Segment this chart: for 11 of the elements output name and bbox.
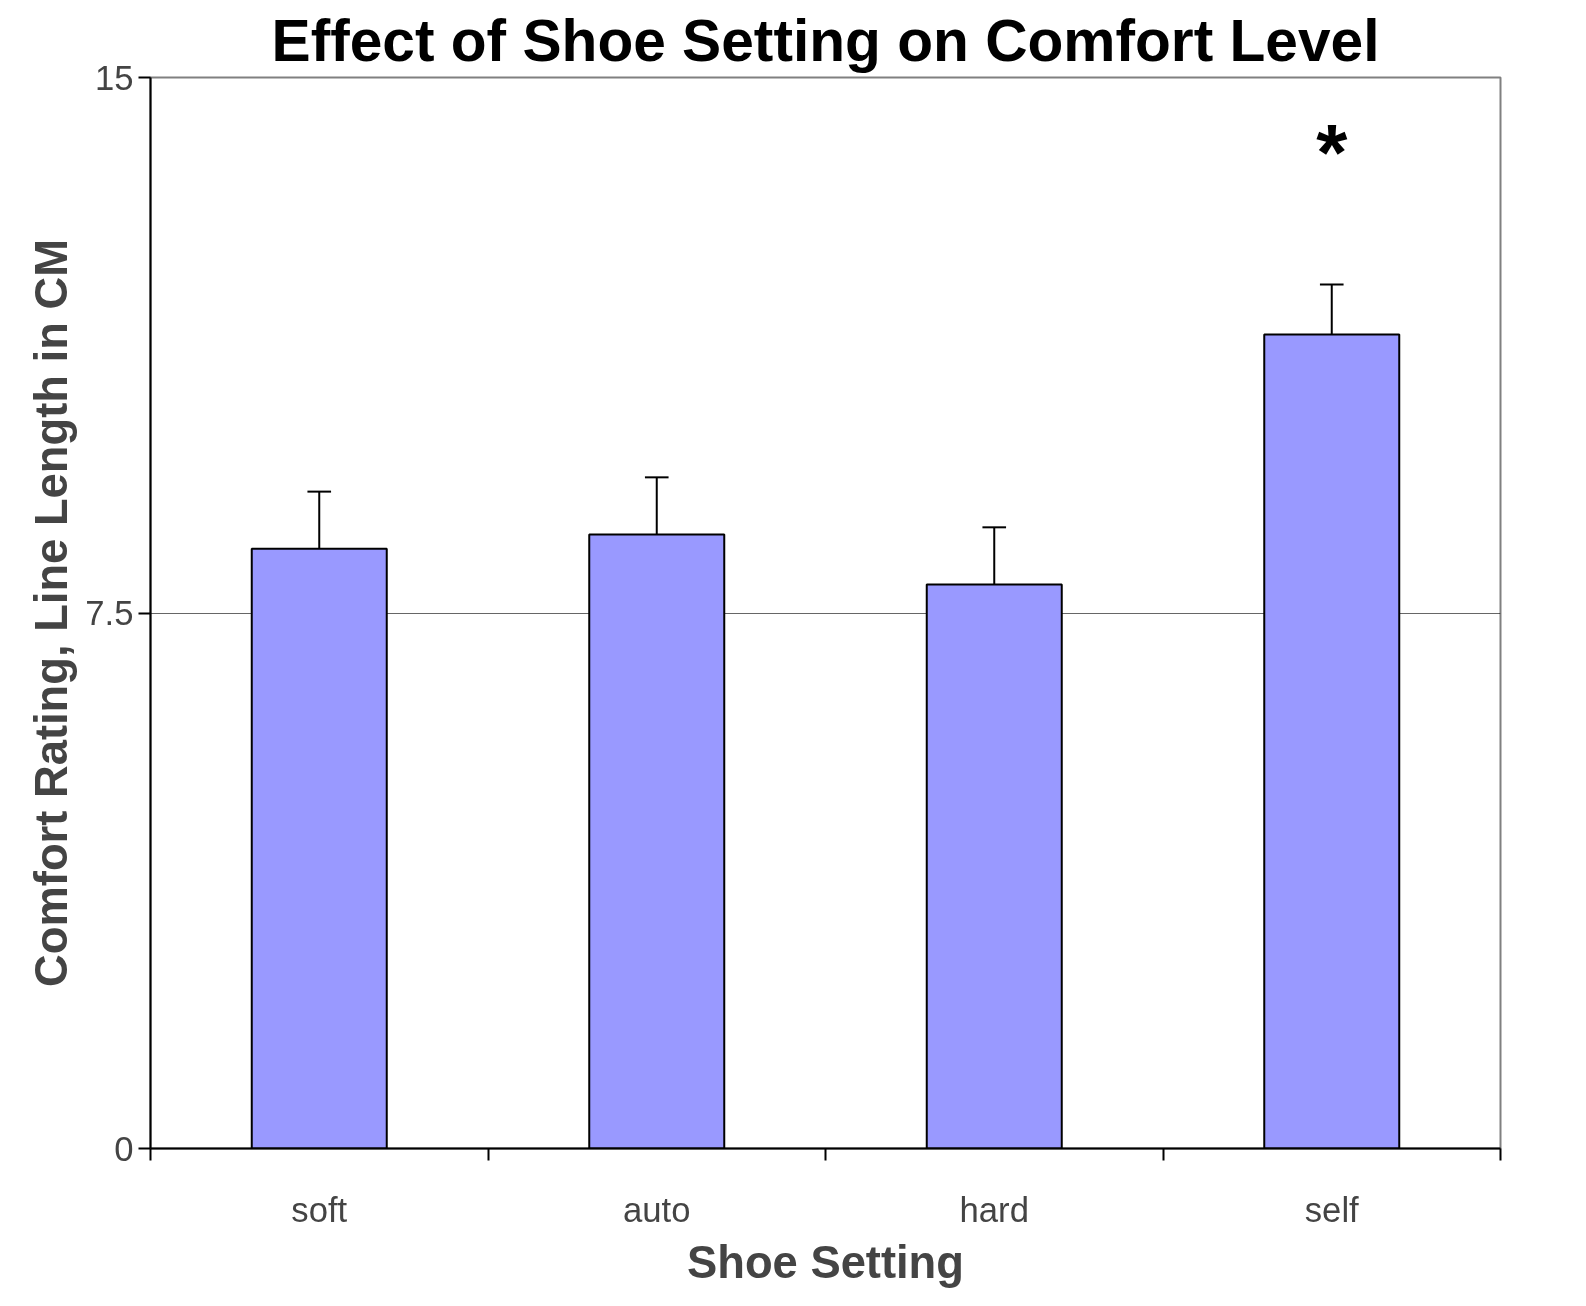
x-tick-label: auto <box>623 1190 691 1229</box>
y-tick-label: 0 <box>114 1129 134 1168</box>
x-axis-title: Shoe Setting <box>686 1236 965 1288</box>
chart-title: Effect of Shoe Setting on Comfort Level <box>271 7 1380 73</box>
annotation: * <box>1316 108 1349 197</box>
x-tick-label: soft <box>291 1190 348 1229</box>
x-tick-label: self <box>1304 1190 1360 1229</box>
y-axis-title: Comfort Rating, Line Length in CM <box>26 239 78 987</box>
y-tick-label: 7.5 <box>85 594 134 632</box>
y-tick-label: 15 <box>94 58 134 97</box>
x-tick-label: hard <box>959 1190 1029 1229</box>
